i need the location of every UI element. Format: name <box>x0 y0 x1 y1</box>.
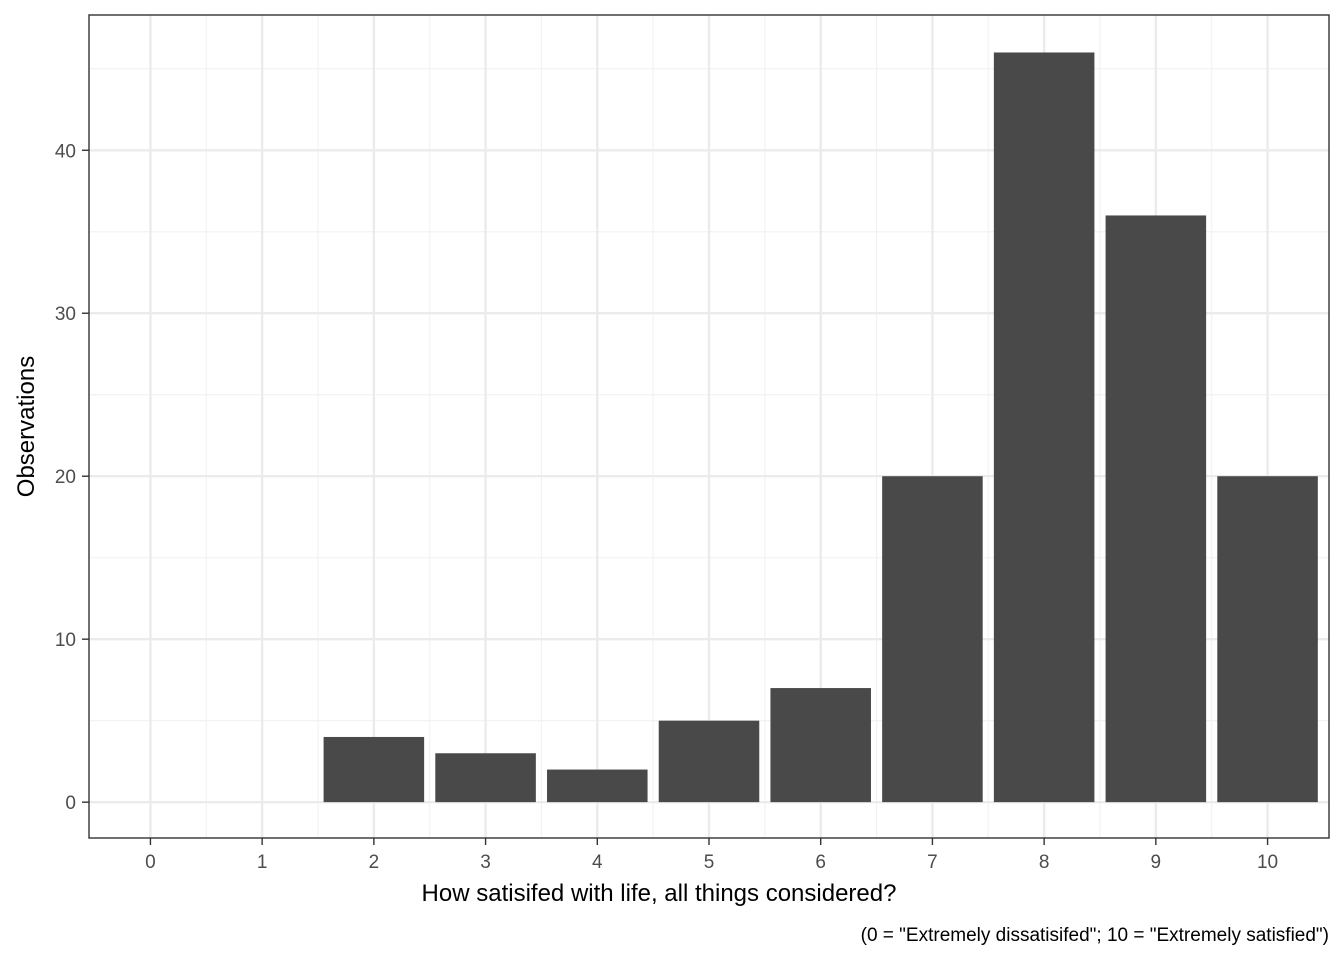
x-tick-label: 2 <box>369 852 380 873</box>
bar-10 <box>1217 476 1318 803</box>
x-tick-label: 1 <box>257 852 268 873</box>
y-tick-label: 10 <box>55 630 76 651</box>
x-axis: 0 1 2 3 4 5 6 7 8 9 10 <box>145 838 1278 873</box>
x-tick-label: 10 <box>1257 852 1278 873</box>
bar-7 <box>882 476 983 803</box>
x-tick-label: 8 <box>1039 852 1050 873</box>
bar-6 <box>770 688 871 803</box>
x-tick-label: 5 <box>704 852 715 873</box>
bar-8 <box>993 52 1095 803</box>
x-tick-label: 4 <box>592 852 603 873</box>
bar-5 <box>658 720 760 803</box>
y-axis: 0 10 20 30 40 <box>55 141 89 814</box>
y-axis-title: Observations <box>13 356 40 497</box>
bar-9 <box>1105 215 1207 803</box>
x-tick-label: 0 <box>145 852 156 873</box>
y-tick-label: 40 <box>55 141 76 162</box>
x-tick-label: 3 <box>480 852 491 873</box>
bars <box>323 52 1318 803</box>
bar-2 <box>323 736 425 803</box>
bar-3 <box>435 753 536 803</box>
x-tick-label: 9 <box>1151 852 1162 873</box>
y-tick-label: 0 <box>65 793 76 814</box>
x-tick-label: 7 <box>927 852 938 873</box>
x-axis-title: How satisifed with life, all things cons… <box>422 880 897 907</box>
x-tick-label: 6 <box>815 852 826 873</box>
chart-caption: (0 = "Extremely dissatisifed"; 10 = "Ext… <box>861 925 1329 946</box>
y-tick-label: 20 <box>55 467 76 488</box>
bar-4 <box>547 769 648 803</box>
y-tick-label: 30 <box>55 304 76 325</box>
